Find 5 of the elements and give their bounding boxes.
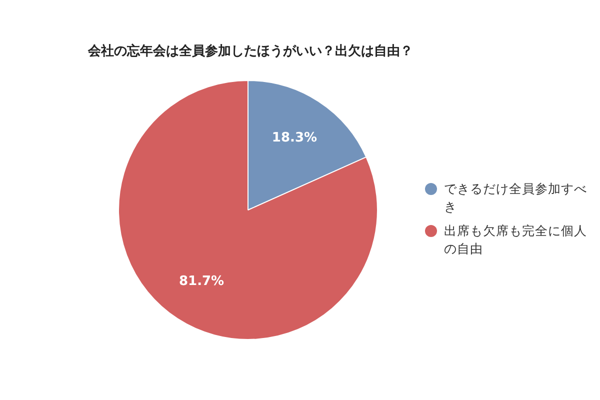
chart-title: 会社の忘年会は全員参加したほうがいい？出欠は自由？ bbox=[88, 42, 413, 60]
data-label: 18.3% bbox=[272, 130, 318, 146]
data-label: 81.7% bbox=[178, 274, 224, 290]
legend-label: できるだけ全員参加すべき bbox=[444, 180, 588, 216]
legend-label: 出席も欠席も完全に個人の自由 bbox=[444, 222, 588, 258]
